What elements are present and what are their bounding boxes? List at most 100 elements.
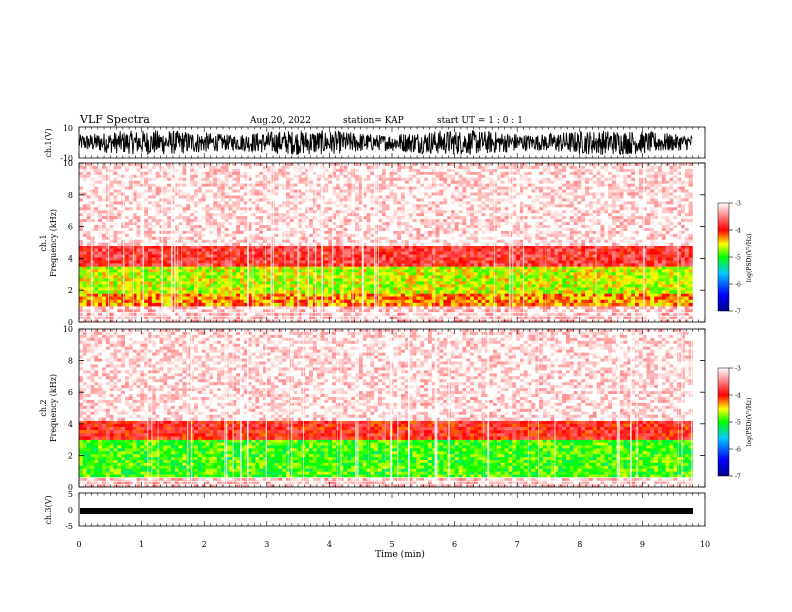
- spectrogram-cell: [236, 269, 241, 273]
- spectrogram-cell: [592, 168, 597, 173]
- spectrogram-cell: [358, 245, 364, 249]
- spectrogram-cell: [401, 260, 406, 264]
- spectrogram-cell: [136, 171, 141, 176]
- spectrogram-cell: [274, 171, 279, 176]
- spectrogram-cell: [316, 309, 321, 313]
- spectrogram-cell: [420, 299, 425, 304]
- spectrogram-cell: [416, 168, 421, 173]
- spectrogram-cell: [328, 296, 333, 301]
- spectrogram-cell: [569, 275, 574, 279]
- spectrogram-cell: [477, 168, 482, 173]
- spectrogram-cell: [546, 168, 551, 173]
- spectrogram-cell: [117, 318, 122, 323]
- spectrogram-cell: [343, 306, 348, 310]
- spectrogram-cell: [581, 315, 586, 320]
- spectrogram-cell: [132, 165, 137, 170]
- spectrogram-cell: [470, 296, 475, 301]
- spectrogram-cell: [286, 281, 291, 285]
- spectrogram-cell: [301, 281, 306, 285]
- spectrogram-cell: [274, 293, 279, 297]
- spectrogram-cell: [539, 266, 544, 270]
- spectrogram-cell: [404, 248, 410, 252]
- spectrogram-cell: [105, 174, 110, 179]
- spectrogram-cell: [443, 287, 448, 291]
- spectrogram-cell: [634, 263, 640, 267]
- spectrogram-cell: [113, 171, 118, 176]
- spectrogram-cell: [539, 296, 544, 301]
- spectrogram-cell: [125, 306, 130, 310]
- spectrogram-cell: [328, 165, 333, 170]
- spectrogram-cell: [558, 272, 563, 276]
- spectrogram-cell: [577, 281, 582, 285]
- spectrogram-cell: [79, 266, 84, 270]
- spectrogram-cell: [259, 315, 264, 320]
- spectrogram-cell: [374, 278, 379, 282]
- spectrogram-cell: [82, 287, 87, 291]
- spectrogram-cell: [565, 312, 571, 316]
- spectrogram-cell: [224, 266, 229, 270]
- spectrogram-cell: [489, 266, 494, 270]
- spectrogram-cell: [447, 260, 452, 264]
- spectrogram-cell: [247, 287, 252, 291]
- spectrogram-cell: [82, 293, 87, 297]
- spectrogram-cell: [324, 257, 329, 261]
- spectrogram-cell: [332, 278, 337, 282]
- spectrogram-cell: [274, 177, 279, 182]
- spectrogram-cell: [197, 248, 202, 252]
- spectrogram-cell: [435, 254, 440, 258]
- spectrogram-cell: [167, 296, 172, 301]
- spectrogram-cell: [646, 315, 651, 320]
- spectrogram-cell: [608, 171, 613, 176]
- spectrogram-cell: [125, 290, 130, 294]
- spectrogram-cell: [224, 315, 229, 320]
- spectrogram-cell: [393, 309, 398, 313]
- spectrogram-cell: [213, 266, 218, 270]
- spectrogram-cell: [335, 260, 341, 264]
- spectrogram-cell: [585, 302, 590, 307]
- spectrogram-cell: [182, 293, 187, 297]
- spectrogram-cell: [366, 296, 371, 301]
- spectrogram-cell: [585, 245, 590, 249]
- spectrogram-cell: [332, 248, 337, 252]
- spectrogram-cell: [194, 165, 199, 170]
- spectrogram-cell: [109, 174, 114, 179]
- spectrogram-cell: [155, 260, 160, 264]
- spectrogram-cell: [519, 315, 525, 320]
- spectrogram-cell: [650, 263, 655, 267]
- spectrogram-cell: [684, 260, 689, 264]
- spectrogram-cell: [197, 254, 202, 258]
- spectrogram-cell: [362, 165, 367, 170]
- spectrogram-cell: [297, 171, 302, 176]
- spectrogram-cell: [489, 251, 494, 255]
- spectrogram-cell: [611, 312, 617, 316]
- spectrogram-cell: [109, 171, 114, 176]
- spectrogram-cell: [539, 293, 544, 297]
- spectrogram-cell: [224, 257, 229, 261]
- spectrogram-cell: [259, 163, 264, 167]
- spectrogram-cell: [435, 306, 440, 310]
- spectrogram-cell: [224, 269, 229, 273]
- spectrogram-cell: [665, 254, 670, 258]
- spectrogram-cell: [688, 309, 693, 313]
- spectrogram-cell: [355, 269, 360, 273]
- spectrogram-cell: [174, 306, 179, 310]
- spectrogram-cell: [358, 299, 364, 304]
- spectrogram-cell: [255, 171, 260, 176]
- spectrogram-cell: [665, 245, 670, 249]
- spectrogram-cell: [439, 302, 444, 307]
- spectrogram-cell: [79, 168, 84, 173]
- spectrogram-cell: [220, 266, 225, 270]
- spectrogram-cell: [573, 318, 578, 323]
- spectrogram-cell: [355, 272, 360, 276]
- spectrogram-cell: [224, 165, 229, 170]
- spectrogram-cell: [604, 278, 609, 282]
- spectrogram-cell: [121, 281, 126, 285]
- spectrogram-cell: [385, 284, 390, 288]
- spectrogram-cell: [481, 287, 486, 291]
- spectrogram-cell: [232, 171, 237, 176]
- spectrogram-cell: [94, 287, 99, 291]
- spectrogram-cell: [657, 309, 663, 313]
- spectrogram-cell: [569, 263, 574, 267]
- spectrogram-cell: [102, 245, 107, 249]
- spectrogram-cell: [339, 245, 344, 249]
